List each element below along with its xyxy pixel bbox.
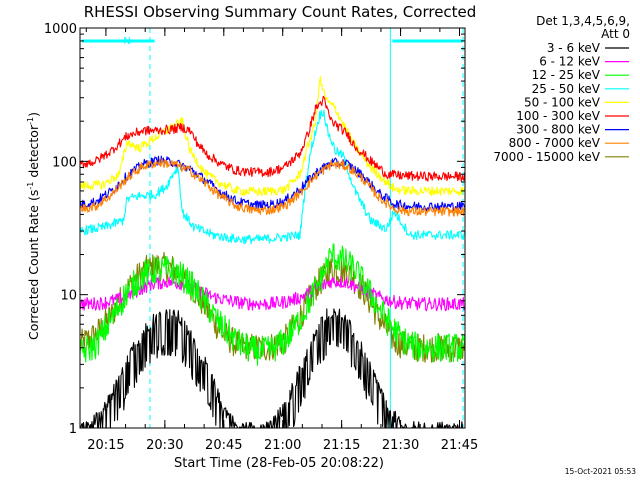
legend-entry-3-6-kev: 3 - 6 keV (547, 41, 629, 55)
legend-entry-25-50-kev: 25 - 50 keV (532, 82, 629, 96)
legend-label: 25 - 50 keV (532, 82, 601, 96)
series-line-6-12-kev (80, 275, 465, 312)
svg-text:Corrected Count Rate (s-1 dete: Corrected Count Rate (s-1 detector-1) (26, 112, 41, 340)
legend-label: 12 - 25 keV (532, 68, 601, 82)
legend-header-line2: Att 0 (601, 27, 630, 41)
series-line-50-100-kev (80, 76, 465, 197)
legend-entry-300-800-kev: 300 - 800 keV (516, 123, 629, 137)
flag-night: N (81, 36, 155, 47)
legend-header-line1: Det 1,3,4,5,6,9, (536, 14, 630, 28)
y-ticks-layer: 1 10 100 1000 (44, 22, 465, 437)
legend-label: 6 - 12 keV (539, 55, 601, 69)
legend-entry-7000-15000-kev: 7000 - 15000 keV (493, 150, 629, 164)
plot-frame (79, 27, 466, 429)
series-line-100-300-kev (80, 95, 465, 182)
legend-label: 3 - 6 keV (547, 41, 601, 55)
legend-entry-50-100-kev: 50 - 100 keV (524, 95, 629, 109)
footer-timestamp: 15-Oct-2021 05:53 (565, 467, 636, 476)
y-tick-label: 1 (69, 422, 77, 437)
legend-entry-12-25-kev: 12 - 25 keV (532, 68, 629, 82)
legend-label: 300 - 800 keV (516, 123, 600, 137)
series-line-300-800-kev (80, 155, 465, 212)
x-tick-label: 21:30 (382, 438, 419, 453)
series-line-3-6-kev (80, 308, 465, 428)
x-tick-label: 20:30 (146, 438, 183, 453)
y-axis-label-main: Corrected Count Rate (s (26, 190, 41, 340)
y-tick-label: 1000 (44, 22, 77, 37)
legend-label: 7000 - 15000 keV (493, 150, 600, 164)
legend-entry-800-7000-kev: 800 - 7000 keV (509, 136, 629, 150)
flags-layer: N (81, 36, 464, 47)
y-axis-label-exp1: -1 (26, 182, 35, 190)
legend-label: 100 - 300 keV (516, 109, 600, 123)
flag-label-night: N (123, 36, 130, 47)
legend-entry-100-300-kev: 100 - 300 keV (516, 109, 629, 123)
x-axis-label: Start Time (28-Feb-05 20:08:22) (174, 456, 384, 471)
series-line-12-25-kev (80, 243, 465, 366)
legend-label: 800 - 7000 keV (509, 136, 601, 150)
y-axis-label-end: ) (26, 112, 41, 117)
y-axis-label-mid: detector (26, 124, 41, 182)
y-tick-label: 10 (60, 289, 77, 304)
y-axis-label: Corrected Count Rate (s-1 detector-1) (26, 112, 41, 340)
x-tick-label: 20:15 (87, 438, 124, 453)
chart-title: RHESSI Observing Summary Count Rates, Co… (84, 3, 477, 21)
series-layer (80, 76, 465, 428)
series-line-7000-15000-kev (80, 251, 465, 363)
series-line-800-7000-kev (80, 158, 465, 217)
x-tick-label: 21:45 (441, 438, 478, 453)
y-tick-label: 100 (52, 155, 77, 170)
legend-entry-6-12-kev: 6 - 12 keV (539, 55, 629, 69)
x-tick-label: 21:00 (264, 438, 301, 453)
y-axis-label-exp2: -1 (26, 117, 35, 125)
x-ticks-layer: 20:15 20:30 20:45 21:00 21:15 21:30 21:45 (85, 28, 478, 453)
x-tick-label: 21:15 (323, 438, 360, 453)
series-line-25-50-kev (80, 109, 465, 245)
x-tick-label: 20:45 (205, 438, 242, 453)
legend-label: 50 - 100 keV (524, 95, 601, 109)
